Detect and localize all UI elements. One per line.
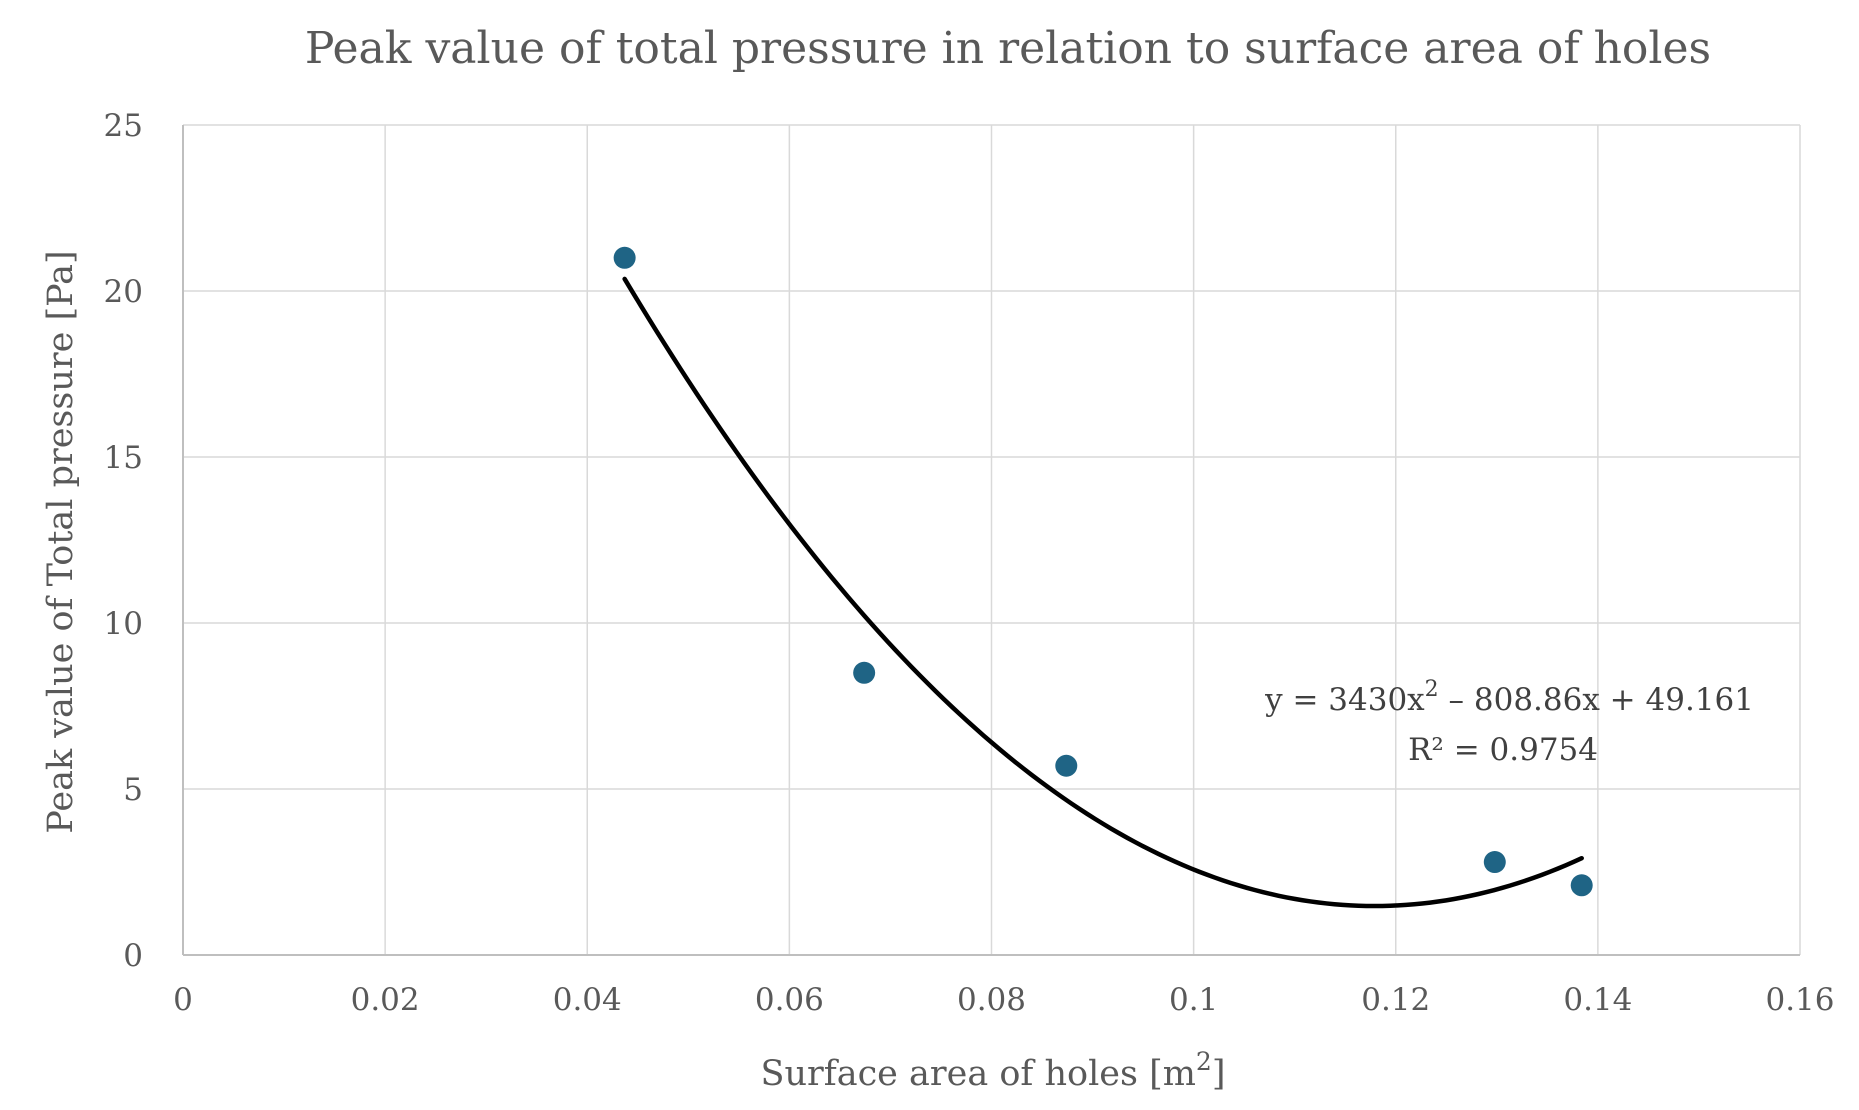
x-tick-labels: 0 0.02 0.04 0.06 0.08 0.1 0.12 0.14 0.16 [173,982,1834,1018]
x-tick-label: 0.04 [553,982,622,1018]
x-axis-label-suffix: ] [1212,1054,1226,1094]
x-tick-label: 0.12 [1361,982,1430,1018]
data-point [613,246,636,269]
trendline-equation-exponent: 2 [1425,677,1439,702]
x-tick-label: 0.02 [351,982,420,1018]
y-tick-label: 15 [104,440,143,476]
y-tick-labels: 0 5 10 15 20 25 [104,108,143,974]
trendline-equation: y = 3430x2 – 808.86x + 49.161 [1264,677,1754,718]
y-tick-label: 0 [123,938,143,974]
y-axis-label: Peak value of Total pressure [Pa] [41,250,81,833]
chart-title: Peak value of total pressure in relation… [305,23,1711,74]
x-tick-label: 0.08 [957,982,1026,1018]
y-tick-label: 20 [104,274,143,310]
y-tick-label: 25 [104,108,143,144]
data-point [1055,754,1078,777]
y-tick-label: 10 [104,606,143,642]
x-axis-label-superscript: 2 [1196,1047,1212,1076]
y-gridlines [183,124,1800,790]
data-point [1483,851,1506,874]
trendline-curve [622,276,1584,909]
x-tick-label: 0.1 [1169,982,1218,1018]
data-point [853,661,876,684]
y-tick-label: 5 [123,772,143,808]
x-tick-label: 0.06 [755,982,824,1018]
trendline-equation-rhs: – 808.86x + 49.161 [1439,682,1754,718]
x-tick-label: 0 [173,982,193,1018]
x-tick-label: 0.16 [1765,982,1834,1018]
trendline-r-squared: R² = 0.9754 [1408,732,1598,768]
data-points [613,246,1593,897]
x-tick-label: 0.14 [1563,982,1632,1018]
x-axis-label: Surface area of holes [m2] [761,1047,1226,1094]
x-gridlines [384,125,1801,955]
x-axis-label-main: Surface area of holes [m [761,1054,1196,1094]
data-point [1570,874,1593,897]
trendline-equation-lhs: y = 3430x [1264,682,1425,718]
